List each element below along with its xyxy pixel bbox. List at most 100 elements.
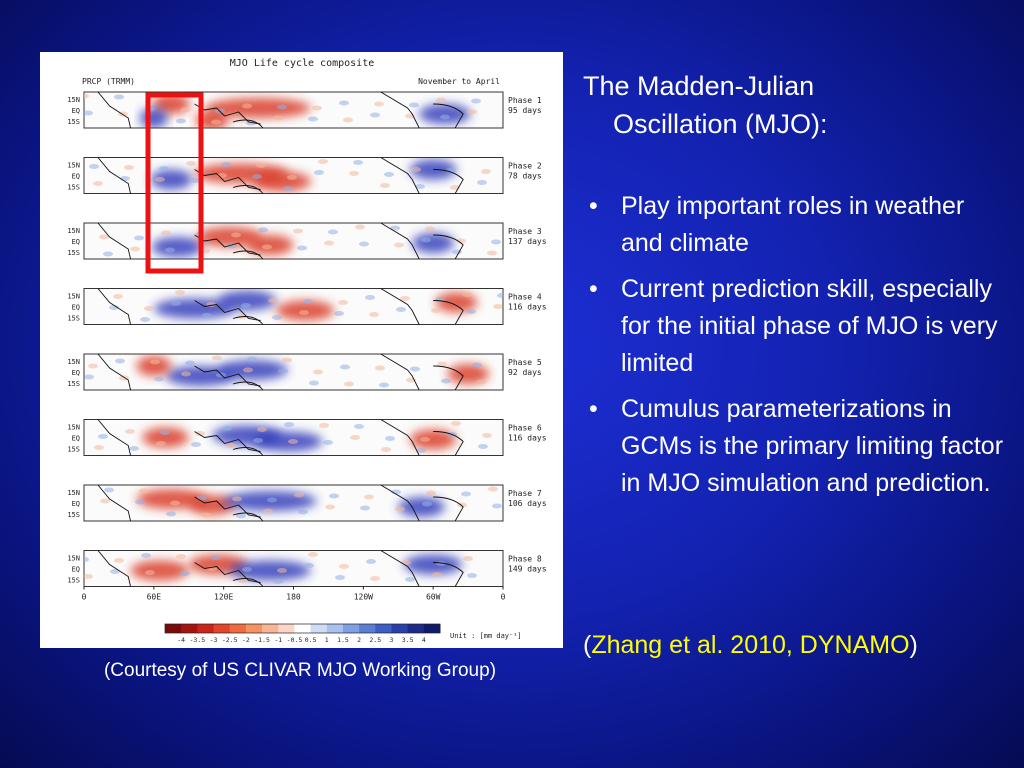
speckle xyxy=(456,238,466,244)
coastline-australia xyxy=(232,447,264,456)
anomaly-blob xyxy=(447,364,490,384)
lat-label: 15S xyxy=(67,511,80,519)
coastline-americas xyxy=(380,157,420,194)
speckle xyxy=(325,504,335,510)
speckle xyxy=(197,495,207,501)
speckle xyxy=(191,442,201,447)
colorbar-tick-label: -3.5 xyxy=(190,636,206,644)
speckle xyxy=(258,227,268,233)
lat-label: 15S xyxy=(67,118,80,126)
speckle xyxy=(100,498,110,504)
speckle xyxy=(84,110,93,116)
speckle xyxy=(180,107,190,113)
colorbar-tick-label: 3.5 xyxy=(402,636,414,644)
speckle xyxy=(440,114,450,120)
speckle xyxy=(390,225,400,231)
anomaly-blob xyxy=(398,497,445,517)
coastline-americas xyxy=(380,484,420,522)
anomaly-blob xyxy=(206,98,311,118)
colorbar-tick-label: -1.5 xyxy=(254,636,270,644)
anomaly-blob xyxy=(404,554,463,575)
lat-label: 15N xyxy=(67,293,80,301)
speckle xyxy=(202,313,212,318)
speckle xyxy=(426,490,436,496)
speckle xyxy=(253,438,263,443)
speckle xyxy=(319,423,329,428)
coastline-maritime-continent xyxy=(194,431,261,452)
speckle xyxy=(335,575,345,580)
speckle xyxy=(359,241,369,247)
speckle xyxy=(391,489,401,495)
speckle xyxy=(211,119,221,125)
lat-label: EQ xyxy=(72,435,80,443)
colorbar-tick-label: -2.5 xyxy=(222,636,238,644)
phase-label: Phase 1 xyxy=(508,96,542,105)
phase-days-label: 116 days xyxy=(508,303,547,312)
phase-label: Phase 4 xyxy=(508,293,542,302)
colorbar-swatch xyxy=(423,624,441,633)
speckle xyxy=(379,382,389,388)
coastline-africa xyxy=(97,419,131,456)
coastline-south-america xyxy=(433,103,464,129)
coastline-americas xyxy=(380,419,420,456)
speckle xyxy=(420,437,430,442)
figure-left-label: PRCP (TRMM) xyxy=(82,77,135,86)
slide-title-line1: The Madden-Julian xyxy=(583,71,815,101)
coastline-australia xyxy=(232,578,264,587)
speckle xyxy=(84,374,94,380)
phase-panel: 15N EQ 15S Phase 278 days xyxy=(67,157,542,194)
bullet-list: • Play important roles in weather and cl… xyxy=(586,188,1011,511)
anomaly-field xyxy=(109,290,503,322)
speckle xyxy=(405,577,415,582)
speckle xyxy=(441,378,451,384)
speckle xyxy=(256,163,266,168)
speckle xyxy=(491,239,501,245)
anomaly-field xyxy=(84,552,477,584)
coastline-maritime-continent xyxy=(194,365,261,387)
colorbar-swatch xyxy=(197,624,215,633)
coastline-south-america xyxy=(433,431,464,456)
speckle xyxy=(195,431,205,436)
speckle xyxy=(472,362,482,368)
figure-caption: (Courtesy of US CLIVAR MJO Working Group… xyxy=(103,660,497,681)
colorbar-frame xyxy=(164,623,441,634)
colorbar-swatch xyxy=(165,624,182,633)
coastline-africa xyxy=(97,484,131,522)
speckle xyxy=(294,492,304,498)
colorbar-tick-label: -1 xyxy=(274,636,282,644)
speckle xyxy=(103,251,113,257)
citation-open-paren: ( xyxy=(583,631,592,659)
speckle xyxy=(394,242,404,248)
speckle xyxy=(355,224,365,230)
anomaly-blob xyxy=(409,429,457,450)
speckle xyxy=(262,244,272,250)
speckle xyxy=(488,486,498,492)
lon-label: 0 xyxy=(82,593,87,602)
speckle xyxy=(175,290,185,295)
speckle xyxy=(410,366,420,372)
anomaly-field xyxy=(84,355,490,388)
speckle xyxy=(241,303,251,308)
speckle xyxy=(277,104,287,110)
anomaly-blob xyxy=(130,560,189,581)
coastline-south-america xyxy=(433,562,464,587)
bullet-text: Current prediction skill, especially for… xyxy=(621,275,998,377)
speckle xyxy=(338,300,348,305)
lat-label: EQ xyxy=(72,500,80,508)
speckle xyxy=(360,505,370,511)
speckle xyxy=(243,367,253,373)
speckle xyxy=(145,570,155,575)
phase-label: Phase 6 xyxy=(508,424,542,433)
lat-label: EQ xyxy=(72,238,80,246)
coastline-africa xyxy=(97,91,131,129)
colorbar-tick-label: -4 xyxy=(177,636,185,644)
phase-label: Phase 8 xyxy=(508,555,542,564)
speckle xyxy=(130,246,140,252)
speckle xyxy=(318,159,328,164)
speckle xyxy=(139,488,149,494)
speckle xyxy=(323,440,333,445)
phase-panel: 15N EQ 15S Phase 195 days xyxy=(67,91,542,129)
